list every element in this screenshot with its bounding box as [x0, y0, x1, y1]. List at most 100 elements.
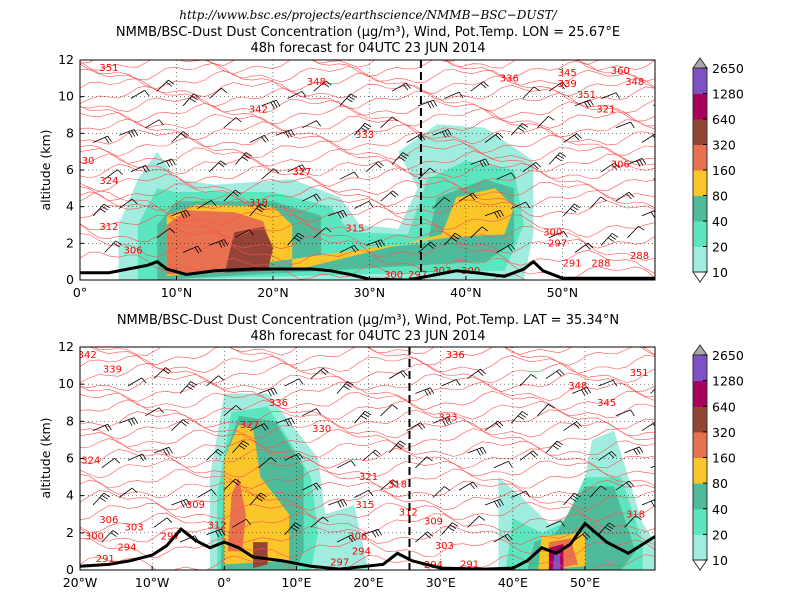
colorbar-label: 2650 — [712, 348, 744, 363]
wind-barb — [548, 231, 568, 239]
wind-barb — [522, 161, 542, 173]
wind-barb — [388, 370, 408, 379]
colorbar-segment — [693, 221, 707, 247]
wind-barb — [171, 498, 191, 508]
y-axis-label: altitude (km) — [38, 129, 53, 210]
wind-barb — [627, 225, 645, 239]
wind-barb — [380, 479, 399, 491]
dust-contour-level-5 — [253, 542, 268, 569]
colorbar-segment — [693, 144, 707, 171]
wind-barb — [206, 375, 225, 387]
terrain-profile — [80, 259, 655, 280]
isentrope-label: 297 — [548, 238, 567, 249]
y-axis-label: altitude (km) — [38, 417, 53, 498]
wind-barb — [287, 90, 307, 99]
y-tick-label: 4 — [66, 199, 74, 214]
wind-barb — [171, 131, 189, 143]
wind-barb — [92, 492, 111, 506]
wind-barb — [232, 518, 252, 528]
wind-barb — [310, 516, 329, 528]
isentrope-297 — [80, 214, 655, 262]
x-tick-label: 30°N — [354, 285, 386, 300]
isentrope-label: 324 — [99, 176, 118, 187]
wind-barb — [249, 423, 269, 431]
wind-barb — [650, 388, 655, 394]
isentrope-label: 315 — [345, 224, 364, 235]
isentrope-309 — [80, 183, 655, 209]
wind-barb — [354, 489, 374, 498]
wind-barb — [156, 79, 175, 92]
colorbar-segment — [693, 457, 707, 484]
wind-barb — [153, 367, 172, 379]
wind-barb — [119, 417, 139, 426]
isentrope-312 — [80, 173, 655, 200]
wind-barb — [302, 120, 322, 129]
wind-barb — [467, 368, 486, 379]
isentrope-label: 312 — [208, 520, 227, 531]
wind-barb — [563, 421, 582, 431]
wind-barb — [354, 410, 372, 424]
wind-barb — [391, 82, 411, 92]
wind-barb — [118, 198, 138, 209]
wind-barb — [223, 189, 242, 202]
wind-barb — [388, 440, 407, 454]
isentrope-label: 309 — [424, 517, 443, 528]
wind-barb — [145, 407, 164, 417]
isentrope-321 — [80, 438, 655, 459]
wind-barb — [258, 457, 277, 469]
x-tick-label: 10°E — [281, 575, 311, 590]
colorbar-segment — [693, 119, 707, 145]
isentrope-label: 303 — [432, 266, 451, 277]
isentrope-309 — [80, 479, 655, 498]
colorbar-segment — [693, 406, 707, 433]
isentrope-label: 327 — [292, 167, 311, 178]
wind-barb — [589, 196, 607, 209]
y-tick-label: 0 — [66, 272, 74, 287]
y-tick-label: 2 — [66, 235, 74, 250]
wind-barb — [493, 533, 513, 543]
wind-barb — [104, 169, 123, 180]
isentrope-label: 348 — [307, 77, 326, 88]
isentrope-291 — [80, 554, 655, 570]
wind-barb — [182, 245, 202, 254]
isentrope-label: 330 — [312, 424, 331, 435]
panel-lon-section: NMMB/BSC-Dust Dust Concentration (µg/m³)… — [38, 25, 744, 300]
source-url: http://www.bsc.es/projects/earthscience/… — [179, 8, 558, 22]
colorbar-label: 320 — [712, 425, 736, 440]
isentrope-label: 336 — [269, 398, 288, 409]
wind-barb — [493, 461, 513, 469]
colorbar-label: 160 — [712, 451, 736, 466]
wind-barb — [365, 161, 384, 173]
colorbar-extend-min — [692, 271, 708, 283]
isentrope-354 — [80, 60, 655, 82]
wind-barb — [182, 93, 200, 107]
wind-barb — [484, 132, 504, 143]
isentrope-297 — [80, 524, 655, 546]
plot-area: 342 339 336 327 330 336 333 348 345 351 324 321 318 3… — [80, 347, 655, 570]
wind-barb — [362, 528, 382, 538]
isentrope-294 — [80, 224, 655, 274]
isentrope-label: 291 — [96, 554, 115, 565]
isentrope-label: 330 — [75, 156, 94, 167]
isentrope-label: 348 — [568, 381, 587, 392]
isentrope-label: 348 — [625, 77, 644, 88]
wind-barb — [313, 227, 332, 239]
wind-barb — [650, 465, 655, 469]
wind-barb — [249, 134, 269, 143]
wind-barb — [615, 409, 635, 417]
x-tick-label: 40°E — [498, 575, 528, 590]
wind-barb — [118, 487, 138, 498]
wind-barb — [432, 129, 452, 138]
isentrope-345 — [80, 362, 655, 384]
wind-barb — [511, 201, 531, 209]
x-tick-label: 20°E — [354, 575, 384, 590]
wind-barb — [444, 91, 464, 99]
isentrope-label: 321 — [596, 105, 615, 116]
y-tick-label: 12 — [58, 52, 74, 67]
colorbar-segment — [693, 195, 707, 222]
y-tick-label: 4 — [66, 488, 74, 503]
isentrope-label: 342 — [249, 105, 268, 116]
wind-barb — [519, 374, 537, 387]
wind-barb — [119, 129, 139, 138]
isentrope-label: 306 — [348, 532, 367, 543]
